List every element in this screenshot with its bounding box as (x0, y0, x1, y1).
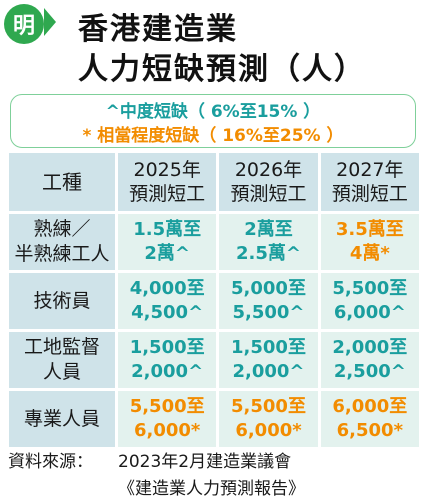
shortage-table: 工種 2025年 預測短工 2026年 預測短工 2027年 預測短工 熟練／ 半熟練工… (6, 150, 422, 450)
source-note: 資料來源： 2023年2月建造業議會 (8, 450, 291, 474)
table-row: 技術員 4,000至 4,500^ 5,000至 5,500^ 5,500至 6,000^ (9, 273, 419, 329)
shortage-cell: 3.5萬至 4萬* (320, 214, 419, 270)
row-label: 工地監督 人員 (9, 332, 115, 388)
header: 明 香港建造業 人力短缺預測（人） (0, 0, 428, 95)
header-trade: 工種 (9, 153, 115, 211)
shortage-cell: 1,500至 2,000^ (118, 332, 217, 388)
shortage-cell: 2,000至 2,500^ (320, 332, 419, 388)
header-2027-label: 2027年 預測短工 (331, 159, 408, 205)
shortage-cell: 1,500至 2,000^ (219, 332, 318, 388)
row-label: 技術員 (9, 273, 115, 329)
shortage-cell: 2萬至 2.5萬^ (219, 214, 318, 270)
title-line-2: 人力短缺預測（人） (78, 52, 366, 87)
row-label: 專業人員 (9, 391, 115, 447)
legend-moderate: ^中度短缺（ 6%至15% ） (105, 102, 321, 122)
source-label: 資料來源： (8, 452, 93, 472)
source-line-2: 《建造業人力預測報告》 (118, 479, 305, 499)
shortage-cell: 5,500至 6,000* (118, 391, 217, 447)
shortage-cell: 1.5萬至 2萬^ (118, 214, 217, 270)
legend-box: ^中度短缺（ 6%至15% ） * 相當程度短缺（ 16%至25% ） (10, 94, 416, 148)
table-row: 工地監督 人員 1,500至 2,000^ 1,500至 2,000^ 2,000至 2,50… (9, 332, 419, 388)
header-2026: 2026年 預測短工 (219, 153, 318, 211)
shortage-cell: 5,500至 6,000^ (320, 273, 419, 329)
newspaper-logo: 明 (4, 4, 44, 44)
source-line-1: 2023年2月建造業議會 (118, 452, 292, 472)
table-header-row: 工種 2025年 預測短工 2026年 預測短工 2027年 預測短工 (9, 153, 419, 211)
title-line-1: 香港建造業 (78, 12, 238, 47)
legend-considerable: * 相當程度短缺（ 16%至25% ） (82, 126, 344, 146)
header-2025: 2025年 預測短工 (118, 153, 217, 211)
header-2027: 2027年 預測短工 (320, 153, 419, 211)
shortage-cell: 5,000至 5,500^ (219, 273, 318, 329)
header-2026-label: 2026年 預測短工 (230, 159, 307, 205)
shortage-cell: 6,000至 6,500* (320, 391, 419, 447)
header-2025-label: 2025年 預測短工 (129, 159, 206, 205)
shortage-cell: 4,000至 4,500^ (118, 273, 217, 329)
shortage-cell: 5,500至 6,000* (219, 391, 318, 447)
chevron-right-icon (44, 8, 56, 36)
table-row: 專業人員 5,500至 6,000* 5,500至 6,000* 6,000至 6,500* (9, 391, 419, 447)
row-label: 熟練／ 半熟練工人 (9, 214, 115, 270)
header-trade-label: 工種 (42, 170, 82, 194)
table-row: 熟練／ 半熟練工人 1.5萬至 2萬^ 2萬至 2.5萬^ 3.5萬至 4萬* (9, 214, 419, 270)
